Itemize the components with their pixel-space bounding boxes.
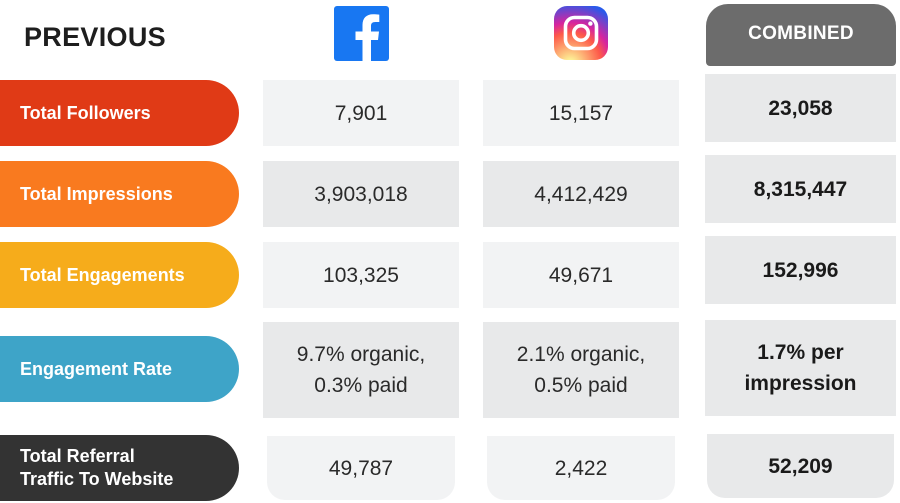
facebook-engagement-rate: 9.7% organic, 0.3% paid: [263, 322, 459, 418]
instagram-total-followers: 15,157: [483, 80, 679, 146]
combined-total-impressions: 8,315,447: [705, 155, 896, 223]
facebook-total-impressions: 3,903,018: [263, 161, 459, 227]
row-label-total-impressions: Total Impressions: [0, 161, 239, 227]
facebook-referral-traffic: 49,787: [267, 436, 455, 500]
facebook-total-engagements: 103,325: [263, 242, 459, 308]
row-label-engagement-rate: Engagement Rate: [0, 336, 239, 402]
table-title: PREVIOUS: [24, 22, 166, 52]
row-label-total-engagements: Total Engagements: [0, 242, 239, 308]
facebook-logo-icon: [334, 6, 389, 61]
combined-total-followers: 23,058: [705, 74, 896, 142]
instagram-engagement-rate: 2.1% organic, 0.5% paid: [483, 322, 679, 418]
combined-engagement-rate: 1.7% per impression: [705, 320, 896, 416]
row-label-total-referral-traffic: Total Referral Traffic To Website: [0, 435, 239, 501]
combined-referral-traffic: 52,209: [707, 434, 894, 498]
combined-column-header: COMBINED: [706, 4, 896, 66]
row-label-total-followers: Total Followers: [0, 80, 239, 146]
combined-total-engagements: 152,996: [705, 236, 896, 304]
instagram-referral-traffic: 2,422: [487, 436, 675, 500]
instagram-total-impressions: 4,412,429: [483, 161, 679, 227]
facebook-total-followers: 7,901: [263, 80, 459, 146]
instagram-logo-icon: [554, 6, 608, 60]
instagram-total-engagements: 49,671: [483, 242, 679, 308]
